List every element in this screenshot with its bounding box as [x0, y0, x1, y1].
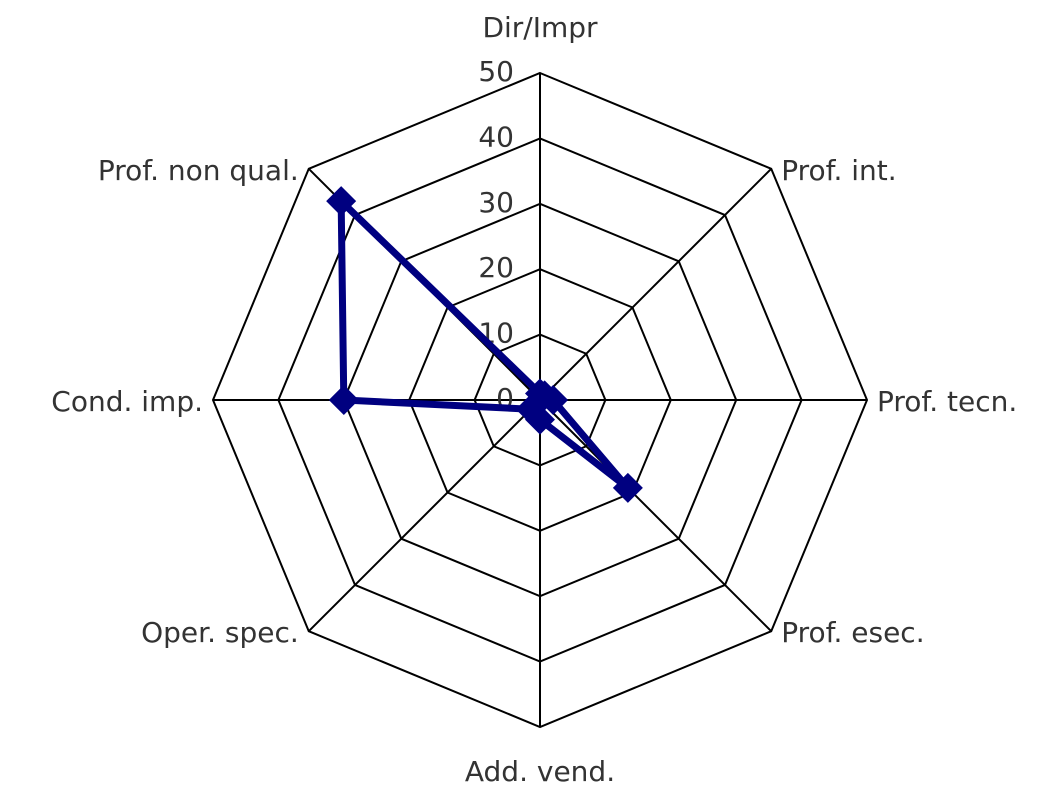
y-tick-label: 40 — [478, 120, 514, 153]
y-tick-label: 10 — [478, 317, 514, 350]
y-tick-label: 20 — [478, 251, 514, 284]
y-tick-label: 50 — [478, 55, 514, 88]
category-label: Add. vend. — [465, 755, 615, 788]
spoke — [539, 168, 772, 401]
y-tick-label: 30 — [478, 186, 514, 219]
spoke — [539, 399, 772, 632]
data-marker — [328, 385, 359, 415]
data-marker — [326, 186, 357, 217]
category-label: Cond. imp. — [51, 385, 203, 418]
data-marker — [612, 472, 643, 503]
category-label: Dir/Impr — [482, 11, 598, 44]
category-label: Prof. non qual. — [98, 154, 299, 187]
spoke — [308, 399, 541, 632]
data-marker — [538, 385, 569, 415]
category-label: Prof. esec. — [781, 616, 924, 649]
category-label: Prof. int. — [781, 154, 896, 187]
category-label: Prof. tecn. — [877, 385, 1017, 418]
category-label: Oper. spec. — [141, 616, 299, 649]
data-marker — [515, 394, 546, 425]
